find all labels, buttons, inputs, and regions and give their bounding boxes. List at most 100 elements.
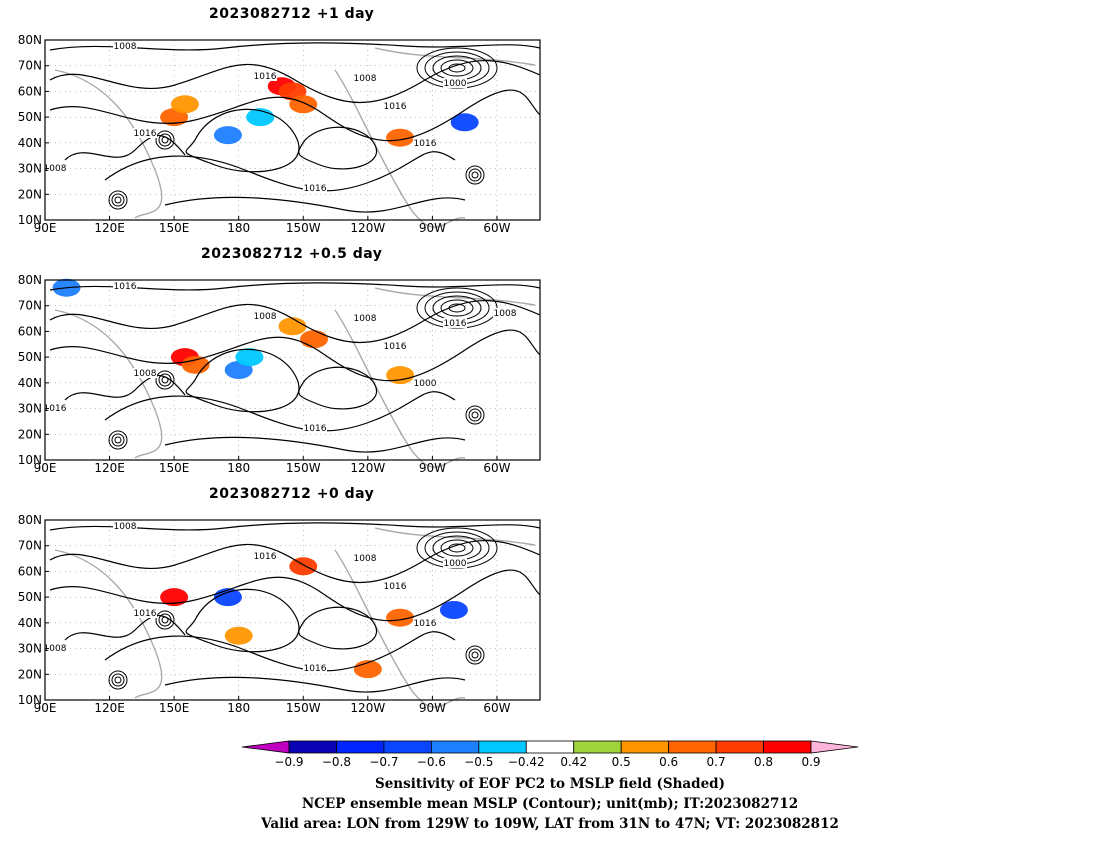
lat-tick-label: 40N — [18, 616, 42, 630]
contour-label: 1016 — [414, 139, 437, 149]
sensitivity-shade — [450, 113, 479, 132]
contour-label: 1016 — [304, 664, 327, 674]
caption-line-2: NCEP ensemble mean MSLP (Contour); unit(… — [301, 796, 799, 812]
contour-label: 1008 — [494, 309, 517, 319]
contour-label: 1008 — [354, 554, 377, 564]
lat-tick-label: 80N — [18, 33, 42, 47]
lat-tick-label: 10N — [18, 213, 42, 227]
colorbar-swatch — [336, 740, 385, 754]
contour-label: 1008 — [354, 314, 377, 324]
lon-tick-label: 90E — [34, 701, 57, 715]
sensitivity-shade — [224, 626, 253, 645]
colorbar-swatch — [288, 740, 337, 754]
contour-label: 1016 — [444, 319, 467, 329]
lon-tick-label: 90W — [419, 461, 446, 475]
colorbar-label: −0.5 — [464, 755, 493, 769]
coastline — [54, 287, 536, 468]
colorbar-swatch — [668, 740, 717, 754]
lat-tick-label: 80N — [18, 513, 42, 527]
contour-label: 1008 — [44, 164, 67, 174]
sensitivity-shade — [300, 330, 329, 349]
lat-tick-label: 30N — [18, 162, 42, 176]
contour-label: 1000 — [444, 79, 467, 89]
colorbar-label: 0.7 — [707, 755, 726, 769]
lon-tick-label: 90E — [34, 221, 57, 235]
contour-label: 1008 — [134, 369, 157, 379]
contour-label: 1000 — [414, 379, 437, 389]
contour-label: 1008 — [354, 74, 377, 84]
colorbar-label: 0.9 — [801, 755, 820, 769]
lon-tick-label: 60W — [483, 701, 510, 715]
colorbar-swatch — [763, 740, 812, 754]
lat-tick-label: 50N — [18, 110, 42, 124]
contour-label: 1008 — [114, 522, 137, 532]
lon-tick-label: 90W — [419, 701, 446, 715]
sensitivity-shade — [386, 366, 415, 385]
lon-tick-label: 150E — [159, 701, 190, 715]
colorbar-label: 0.8 — [754, 755, 773, 769]
sensitivity-shade — [235, 348, 264, 367]
colorbar-high-extension — [810, 740, 859, 754]
lon-tick-label: 90W — [419, 221, 446, 235]
coastline — [54, 47, 536, 228]
contour-label: 1016 — [384, 342, 407, 352]
coastline — [54, 527, 536, 708]
lat-tick-label: 30N — [18, 642, 42, 656]
sensitivity-shade — [289, 95, 318, 114]
colorbar-label: −0.42 — [508, 755, 545, 769]
colorbar-label: −0.8 — [322, 755, 351, 769]
sensitivity-shade — [289, 557, 318, 576]
contour-label: 1016 — [254, 552, 277, 562]
colorbar-label: 0.5 — [612, 755, 631, 769]
contour-label: 1016 — [44, 404, 67, 414]
colorbar-swatch — [525, 740, 575, 754]
sensitivity-shade — [213, 588, 242, 607]
sensitivity-shade — [278, 317, 307, 336]
lat-tick-label: 50N — [18, 590, 42, 604]
sensitivity-shade — [439, 601, 468, 619]
lat-tick-label: 20N — [18, 427, 42, 441]
colorbar-label: −0.7 — [369, 755, 398, 769]
lat-tick-label: 10N — [18, 453, 42, 467]
lon-tick-label: 180 — [227, 701, 250, 715]
panel-3-title: 2023082712 +0 day — [209, 486, 375, 502]
lat-tick-label: 30N — [18, 402, 42, 416]
colorbar-label: −0.6 — [417, 755, 446, 769]
mslp-contours — [49, 42, 541, 213]
panel-1-title: 2023082712 +1 day — [209, 6, 375, 22]
lon-tick-label: 120W — [350, 461, 385, 475]
lat-tick-label: 40N — [18, 376, 42, 390]
lat-tick-label: 70N — [18, 59, 42, 73]
lat-tick-label: 50N — [18, 350, 42, 364]
lat-tick-label: 10N — [18, 693, 42, 707]
contour-label: 1016 — [254, 72, 277, 82]
map-panel-2: 1016 1008 1008 1016 1016 1000 1016 1016 1008 1008… — [18, 273, 541, 475]
lat-tick-label: 60N — [18, 564, 42, 578]
lon-tick-label: 120E — [94, 461, 125, 475]
lat-tick-label: 80N — [18, 273, 42, 287]
lat-tick-label: 60N — [18, 324, 42, 338]
lon-tick-label: 150W — [286, 461, 321, 475]
lon-tick-label: 60W — [483, 221, 510, 235]
contour-label: 1016 — [304, 184, 327, 194]
lon-tick-label: 150E — [159, 221, 190, 235]
colorbar-swatch — [620, 740, 670, 754]
caption-line-3: Valid area: LON from 129W to 109W, LAT f… — [261, 816, 839, 832]
colorbar-swatch — [715, 740, 764, 754]
lon-tick-label: 60W — [483, 461, 510, 475]
sensitivity-shade — [170, 95, 199, 114]
lon-tick-label: 120W — [350, 701, 385, 715]
mslp-contours — [49, 522, 541, 693]
lat-tick-label: 60N — [18, 84, 42, 98]
colorbar-low-extension — [241, 740, 290, 754]
colorbar-swatch — [383, 740, 432, 754]
lat-tick-label: 40N — [18, 136, 42, 150]
lat-tick-label: 20N — [18, 187, 42, 201]
contour-label: 1008 — [114, 42, 137, 52]
sensitivity-shade — [386, 128, 415, 147]
lon-tick-label: 150W — [286, 221, 321, 235]
lon-tick-label: 120E — [94, 701, 125, 715]
map-panel-3: 1008 1016 1008 1016 1000 1016 1016 1008 1016 80N 7… — [18, 513, 541, 715]
lon-tick-label: 90E — [34, 461, 57, 475]
